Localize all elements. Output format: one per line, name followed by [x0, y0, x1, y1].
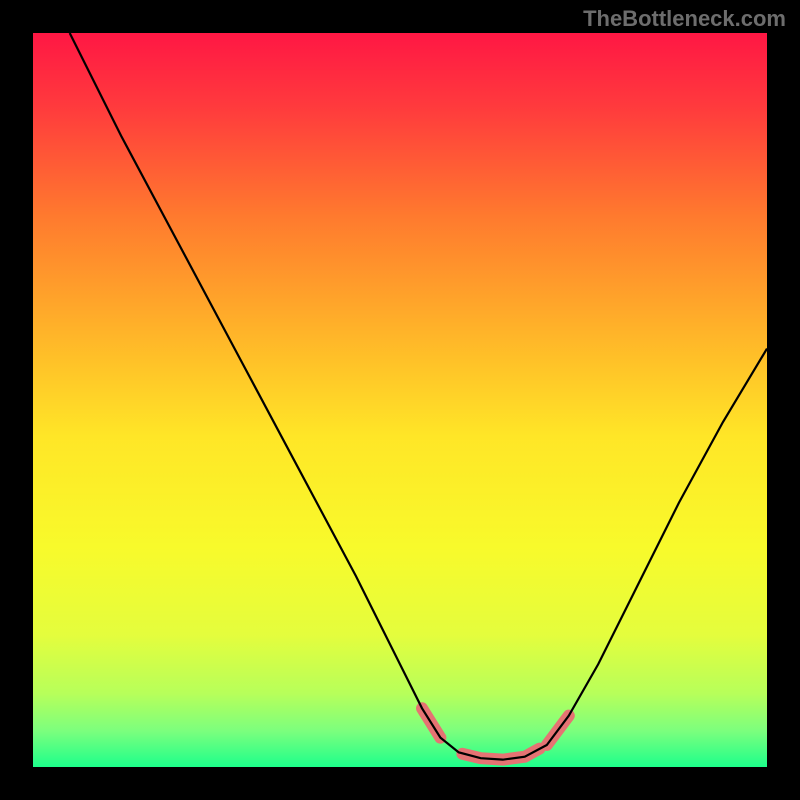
bottleneck-curve [70, 33, 767, 760]
curve-layer [33, 33, 767, 767]
watermark-text: TheBottleneck.com [583, 6, 786, 32]
chart-container: TheBottleneck.com [0, 0, 800, 800]
plot-area [33, 33, 767, 767]
